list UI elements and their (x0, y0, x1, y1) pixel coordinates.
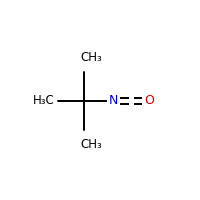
Text: CH₃: CH₃ (80, 138, 102, 151)
Text: N: N (109, 95, 118, 108)
Text: O: O (144, 95, 154, 108)
Text: CH₃: CH₃ (80, 51, 102, 64)
Text: H₃C: H₃C (33, 95, 54, 108)
